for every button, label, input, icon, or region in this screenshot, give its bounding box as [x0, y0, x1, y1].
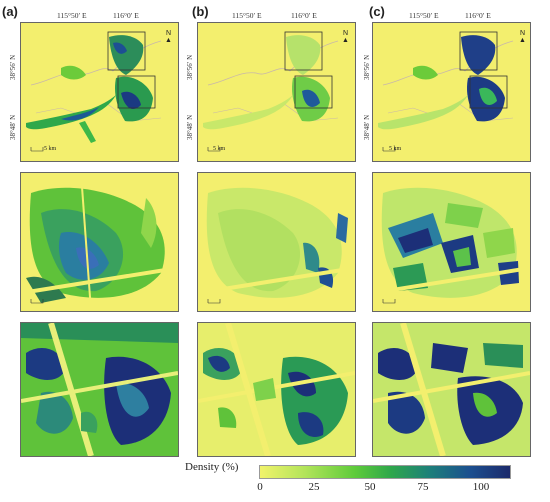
north-arrow-c: N ▲	[519, 30, 526, 44]
north-arrow-label: N	[519, 30, 525, 37]
lon-label-c2: 116°0′ E	[465, 11, 491, 20]
zoom-north-map-a	[20, 172, 179, 312]
lat-label-a1: 38°56′ N	[9, 54, 17, 80]
zoom-north-map-c	[372, 172, 531, 312]
lon-label-b1: 115°50′ E	[232, 11, 262, 20]
legend-tick-50: 50	[364, 481, 376, 493]
north-arrow-a: N ▲	[165, 30, 172, 44]
overview-map-a	[20, 22, 179, 162]
zoom-south-map-a	[20, 322, 179, 457]
legend-tick-25: 25	[308, 481, 320, 493]
scale-bar-a: 5 km	[44, 146, 57, 152]
north-arrow-label: N	[165, 30, 171, 37]
legend-title: Density (%)	[185, 461, 239, 473]
lat-label-a2: 38°48′ N	[9, 114, 17, 140]
lat-label-c1: 38°56′ N	[363, 54, 371, 80]
legend-colorbar	[259, 465, 511, 479]
lat-label-b1: 38°56′ N	[186, 54, 194, 80]
panel-label-a: (a)	[2, 4, 18, 19]
panel-label-b: (b)	[192, 4, 209, 19]
legend-tick-100: 100	[472, 481, 490, 493]
legend-tick-0: 0	[257, 481, 263, 493]
lat-label-b2: 38°48′ N	[186, 114, 194, 140]
scale-bar-b: 5 km	[213, 146, 226, 152]
zoom-north-map-b	[197, 172, 356, 312]
north-arrow-b: N ▲	[342, 30, 349, 44]
legend-tick-75: 75	[417, 481, 429, 493]
lon-label-c1: 115°50′ E	[409, 11, 439, 20]
panel-label-c: (c)	[369, 4, 385, 19]
lon-label-a2: 116°0′ E	[113, 11, 139, 20]
north-arrow-label: N	[342, 30, 348, 37]
lon-label-b2: 116°0′ E	[291, 11, 317, 20]
lat-label-c2: 38°48′ N	[363, 114, 371, 140]
overview-map-b	[197, 22, 356, 162]
overview-map-c	[372, 22, 531, 162]
lon-label-a1: 115°50′ E	[57, 11, 87, 20]
scale-bar-c: 5 km	[389, 146, 402, 152]
zoom-south-map-c	[372, 322, 531, 457]
zoom-south-map-b	[197, 322, 356, 457]
